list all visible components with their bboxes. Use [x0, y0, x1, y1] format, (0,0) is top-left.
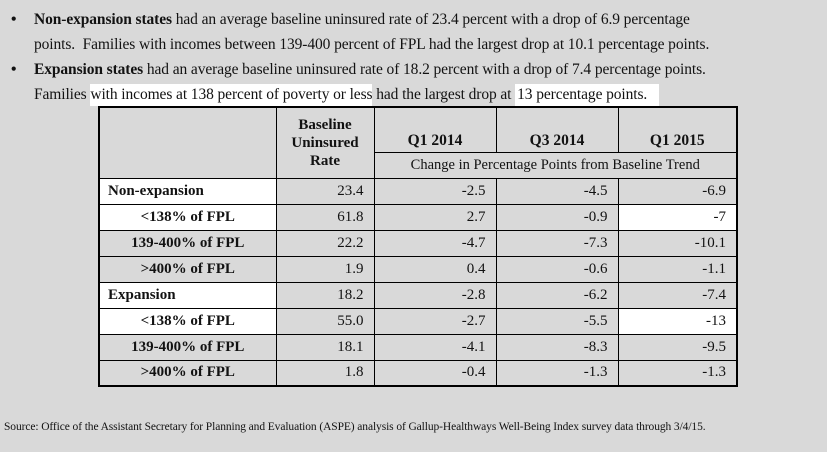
source-note: Source: Office of the Assistant Secretar… [4, 386, 827, 452]
q1-2014-cell: 0.4 [373, 255, 497, 283]
q1-2014-cell: -2.8 [373, 281, 497, 309]
row-label: >400% of FPL [98, 255, 277, 283]
q3-2014-cell: -4.5 [495, 177, 619, 205]
baseline-rate-cell: 1.9 [275, 255, 375, 283]
source-line-1: Source: Office of the Assistant Secretar… [4, 421, 706, 433]
column-header-q1-2015: Q1 2015 [617, 106, 738, 153]
q1-2015-cell: -9.5 [617, 333, 738, 361]
bullet-list: • Non-expansion states had an average ba… [0, 7, 827, 107]
q1-2015-cell: -6.9 [617, 177, 738, 205]
bullet2-line1: Expansion states had an average baseline… [34, 57, 827, 82]
table-row-expansion: Expansion 18.2 -2.8 -6.2 -7.4 [98, 281, 738, 309]
q1-2014-cell: -4.7 [373, 229, 497, 257]
empty-corner-cell [98, 106, 277, 179]
q1-2014-cell: 2.7 [373, 203, 497, 231]
table-row-non-expansion: Non-expansion 23.4 -2.5 -4.5 -6.9 [98, 177, 738, 205]
q1-2014-cell: -2.5 [373, 177, 497, 205]
q1-2015-cell-highlighted: -13 [617, 307, 738, 335]
column-header-q3-2014: Q3 2014 [495, 106, 619, 153]
q1-2014-cell: -2.7 [373, 307, 497, 335]
q1-2014-cell: -0.4 [373, 359, 497, 387]
row-label: Expansion [98, 281, 277, 309]
table-subheader-row: Change in Percentage Points from Baselin… [99, 151, 738, 179]
bullet2-line2: Families with incomes at 138 percent of … [34, 82, 827, 107]
row-label: >400% of FPL [98, 359, 277, 387]
bullet1-line2-text: points. Families with incomes between 13… [34, 36, 710, 53]
highlighted-text-2: 13 percentage points. [515, 84, 660, 106]
row-label: 139-400% of FPL [98, 333, 277, 361]
bullet2-bold-lead: Expansion states [34, 61, 144, 78]
bullet2-line1-text: had an average baseline uninsured rate o… [143, 61, 706, 78]
table-row-nonexp-over-400: >400% of FPL 1.9 0.4 -0.6 -1.1 [98, 255, 738, 283]
q1-2015-cell-highlighted: -7 [617, 203, 738, 231]
column-header-q1-2014: Q1 2014 [373, 106, 497, 153]
baseline-rate-cell: 18.1 [275, 333, 375, 361]
q1-2015-cell: -7.4 [617, 281, 738, 309]
bullet2-line2-pre: Families [34, 86, 91, 103]
q3-2014-cell: -5.5 [495, 307, 619, 335]
baseline-rate-cell: 18.2 [275, 281, 375, 309]
baseline-rate-cell: 23.4 [275, 177, 375, 205]
baseline-rate-cell: 22.2 [275, 229, 375, 257]
baseline-rate-cell: 1.8 [275, 359, 375, 387]
bullet2-line2-mid: had the largest drop at [372, 86, 516, 103]
bullet1-line1-text: had an average baseline uninsured rate o… [171, 11, 690, 28]
bullet-icon: • [11, 61, 17, 78]
bullet-item-expansion: • Expansion states had an average baseli… [0, 57, 827, 107]
q1-2015-cell: -1.3 [617, 359, 738, 387]
column-header-baseline: Baseline Uninsured Rate [275, 106, 375, 179]
highlighted-text-1: with incomes at 138 percent of poverty o… [90, 84, 373, 106]
q3-2014-cell: -8.3 [495, 333, 619, 361]
q1-2015-cell: -10.1 [617, 229, 738, 257]
table-header-row: Baseline Uninsured Rate Q1 2014 Q3 2014 … [98, 106, 738, 179]
q3-2014-cell: -0.6 [495, 255, 619, 283]
row-label: Non-expansion [98, 177, 277, 205]
q3-2014-cell: -0.9 [495, 203, 619, 231]
bullet1-line2: points. Families with incomes between 13… [34, 32, 827, 57]
row-label: <138% of FPL [98, 307, 277, 335]
baseline-rate-cell: 55.0 [275, 307, 375, 335]
table-row-exp-139-400: 139-400% of FPL 18.1 -4.1 -8.3 -9.5 [98, 333, 738, 361]
table-row-exp-over-400: >400% of FPL 1.8 -0.4 -1.3 -1.3 [98, 359, 738, 387]
uninsured-rate-table: Baseline Uninsured Rate Q1 2014 Q3 2014 … [98, 106, 738, 387]
baseline-rate-cell: 61.8 [275, 203, 375, 231]
row-label: 139-400% of FPL [98, 229, 277, 257]
q3-2014-cell: -6.2 [495, 281, 619, 309]
table-row-nonexp-139-400: 139-400% of FPL 22.2 -4.7 -7.3 -10.1 [98, 229, 738, 257]
table-row-nonexp-under-138: <138% of FPL 61.8 2.7 -0.9 -7 [98, 203, 738, 231]
change-label-cell: Change in Percentage Points from Baselin… [373, 151, 738, 179]
q1-2015-cell: -1.1 [617, 255, 738, 283]
q3-2014-cell: -7.3 [495, 229, 619, 257]
q1-2014-cell: -4.1 [373, 333, 497, 361]
row-label: <138% of FPL [98, 203, 277, 231]
table-row-exp-under-138: <138% of FPL 55.0 -2.7 -5.5 -13 [98, 307, 738, 335]
bullet1-line1: Non-expansion states had an average base… [34, 7, 827, 32]
q3-2014-cell: -1.3 [495, 359, 619, 387]
bullet-item-non-expansion: • Non-expansion states had an average ba… [0, 7, 827, 57]
bullet-icon: • [11, 11, 17, 28]
bullet1-bold-lead: Non-expansion states [34, 11, 172, 28]
